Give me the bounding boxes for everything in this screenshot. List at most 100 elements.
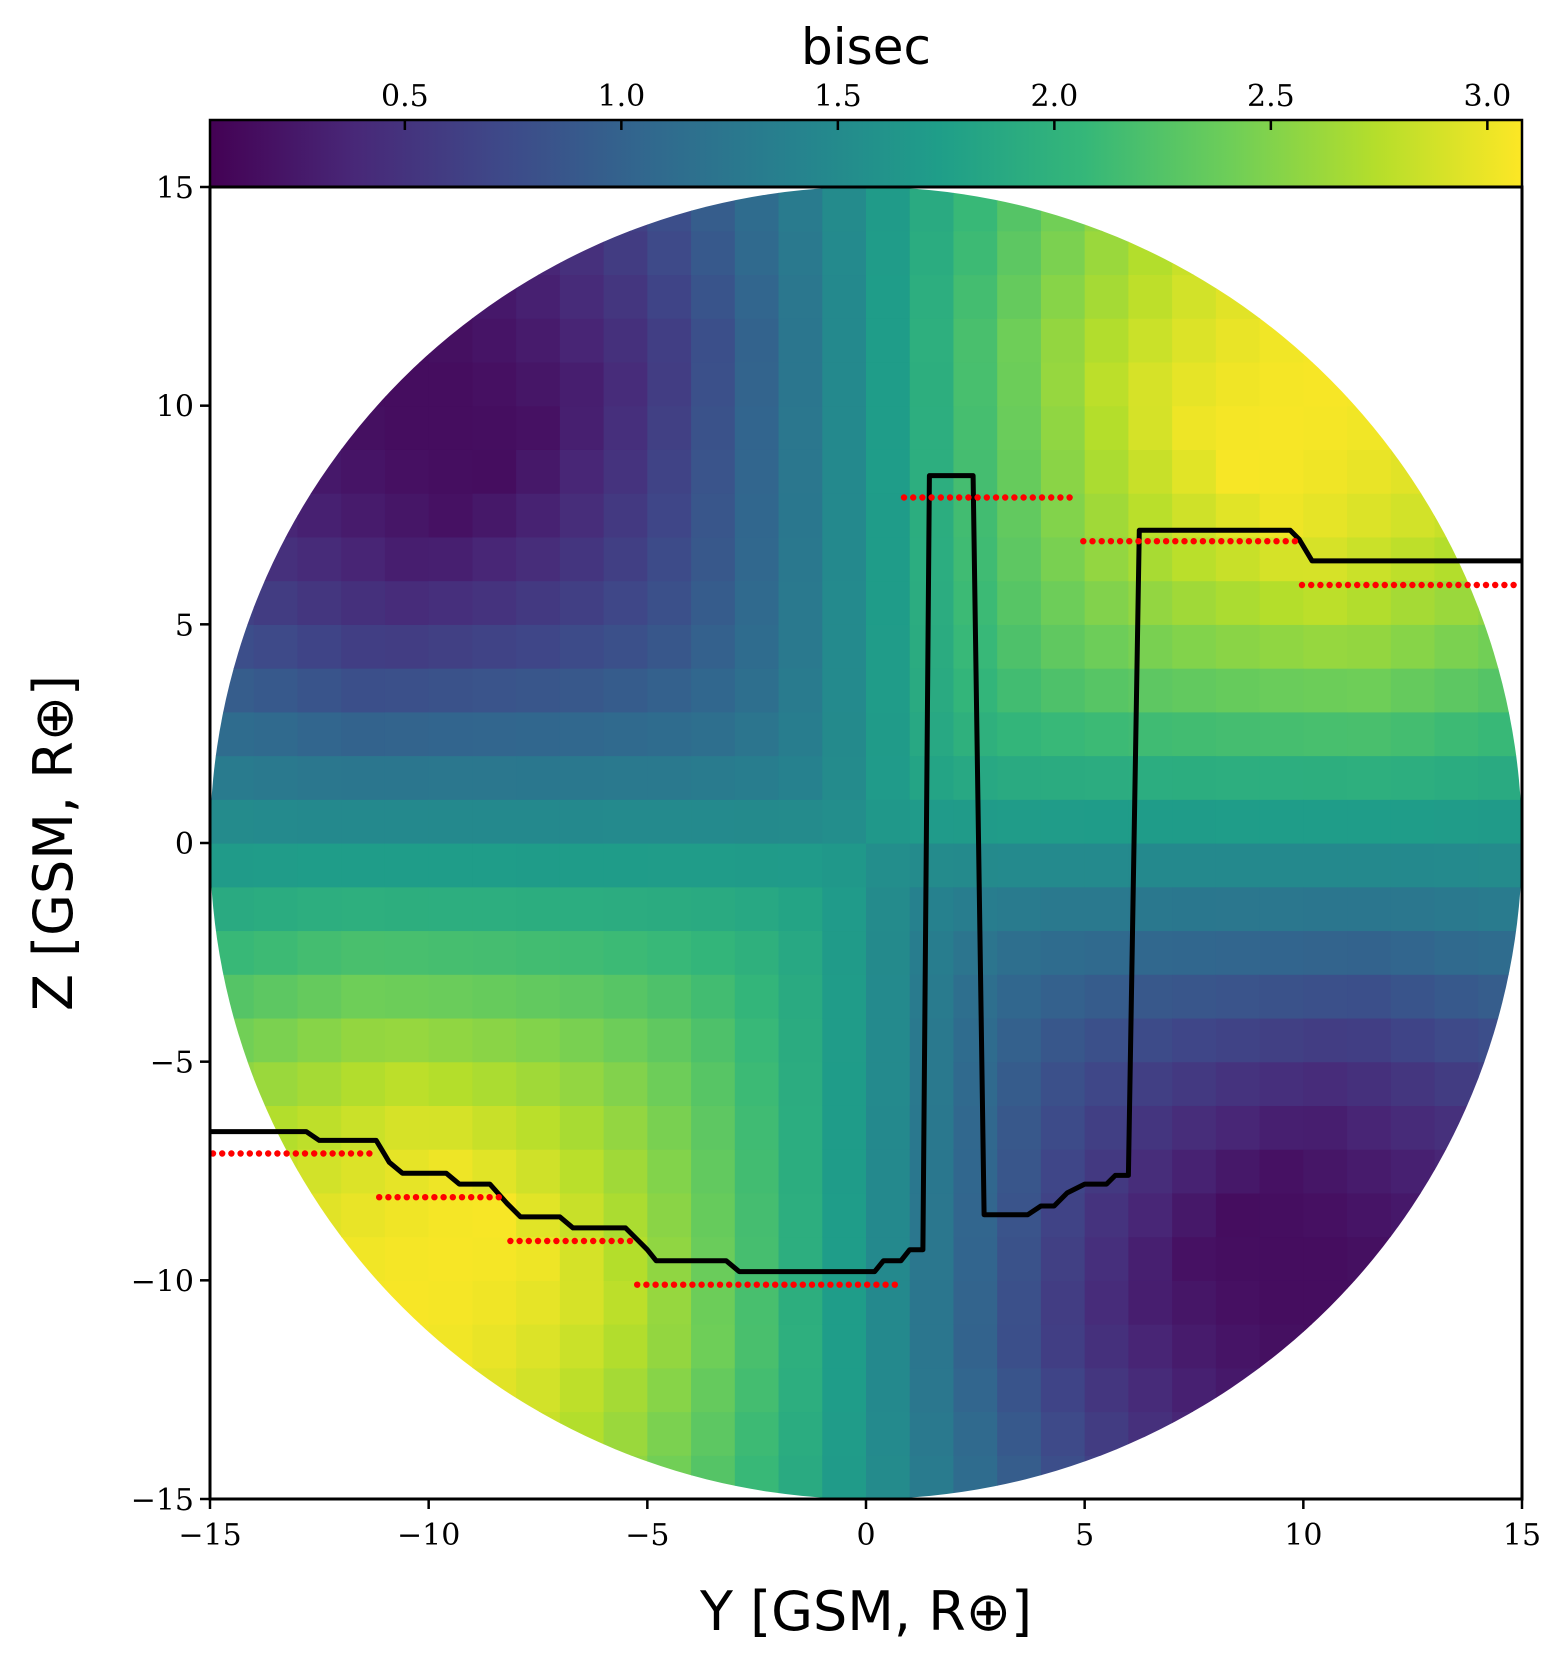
- red-dot: [845, 1281, 852, 1288]
- heatmap-cell: [516, 405, 561, 450]
- heatmap-cell: [734, 624, 780, 669]
- heatmap-cell: [778, 230, 823, 276]
- heatmap-cell: [1303, 1105, 1348, 1150]
- heatmap-cell: [647, 1149, 692, 1194]
- red-dot: [516, 1237, 523, 1245]
- red-dot: [735, 1281, 742, 1288]
- red-dot: [1344, 581, 1352, 589]
- heatmap-cell: [559, 974, 605, 1019]
- red-dot: [274, 1150, 281, 1157]
- heatmap-cell: [297, 974, 342, 1019]
- heatmap-cell: [253, 799, 299, 844]
- heatmap-cell: [1084, 230, 1129, 276]
- heatmap-cell: [384, 1061, 430, 1106]
- red-dot: [544, 1237, 551, 1245]
- red-dot: [983, 494, 990, 501]
- heatmap-cell: [691, 274, 736, 319]
- red-dot: [366, 1150, 373, 1157]
- heatmap-cell: [603, 1061, 648, 1106]
- red-dot: [1335, 581, 1343, 589]
- heatmap-cell: [472, 318, 517, 363]
- heatmap-cell: [778, 624, 823, 669]
- red-dot: [772, 1281, 779, 1288]
- red-dot: [726, 1281, 733, 1288]
- heatmap-cell: [516, 449, 561, 494]
- heatmap-cell: [603, 886, 648, 932]
- heatmap-cell: [559, 1105, 605, 1150]
- red-dot: [707, 1281, 714, 1288]
- heatmap-cell: [1303, 449, 1348, 494]
- heatmap-cell: [384, 1324, 430, 1369]
- heatmap-cell: [516, 1411, 561, 1456]
- heatmap-cell: [1303, 755, 1348, 800]
- heatmap-cell: [734, 1192, 780, 1238]
- heatmap-cell: [1215, 886, 1261, 932]
- heatmap-cell: [559, 449, 605, 494]
- heatmap-cell: [909, 711, 955, 757]
- x-tick-label: 0: [856, 1518, 875, 1553]
- heatmap-cell: [691, 930, 736, 975]
- heatmap-cell: [822, 1105, 867, 1150]
- heatmap-cell: [1259, 886, 1304, 932]
- heatmap-cell: [516, 799, 561, 844]
- heatmap-cell: [866, 1280, 911, 1325]
- heatmap-cell: [384, 318, 430, 363]
- heatmap-cell: [603, 711, 648, 757]
- red-dot: [1048, 494, 1055, 501]
- heatmap-cell: [1084, 755, 1129, 800]
- heatmap-cell: [778, 755, 823, 800]
- heatmap-cell: [909, 1192, 955, 1238]
- heatmap-cell: [559, 668, 605, 713]
- heatmap-cell: [559, 799, 605, 844]
- y-tick-label: 15: [156, 171, 194, 206]
- heatmap-cell: [1259, 1061, 1304, 1106]
- heatmap-cell: [778, 886, 823, 932]
- heatmap-cell: [1084, 187, 1129, 232]
- heatmap-cell: [341, 974, 386, 1019]
- heatmap-cell: [516, 974, 561, 1019]
- heatmap-cell: [1040, 799, 1086, 844]
- heatmap-cell: [1303, 1149, 1348, 1194]
- heatmap-cell: [1347, 361, 1392, 407]
- heatmap-cell: [1084, 1192, 1129, 1238]
- red-dot: [562, 1237, 569, 1245]
- heatmap-cell: [734, 318, 780, 363]
- heatmap-cell: [647, 886, 692, 932]
- red-dot: [608, 1237, 615, 1245]
- heatmap-cell: [1434, 1017, 1479, 1063]
- heatmap-cell: [822, 755, 867, 800]
- red-dot: [1098, 538, 1105, 545]
- red-dot: [1254, 538, 1262, 545]
- heatmap-cell: [1128, 1324, 1173, 1369]
- heatmap-cell: [341, 624, 386, 669]
- heatmap-cell: [1259, 361, 1304, 407]
- heatmap-cell: [953, 843, 998, 888]
- heatmap-cell: [384, 799, 430, 844]
- heatmap-cell: [603, 1105, 648, 1150]
- colorbar-tick-label: 2.0: [1030, 79, 1078, 114]
- heatmap-cell: [428, 580, 473, 625]
- heatmap-cell: [516, 624, 561, 669]
- heatmap-cell: [691, 755, 736, 800]
- heatmap-cell: [1215, 1192, 1261, 1238]
- red-dotted-segment: [1298, 581, 1517, 589]
- heatmap-cell: [1172, 230, 1217, 276]
- heatmap-cell: [1172, 886, 1217, 932]
- heatmap-cell: [428, 886, 473, 932]
- heatmap-cell: [472, 711, 517, 757]
- red-dot: [1057, 494, 1064, 501]
- heatmap-cell: [822, 624, 867, 669]
- heatmap-cell: [822, 1149, 867, 1194]
- heatmap-cell: [997, 1411, 1042, 1456]
- heatmap-cell: [1215, 1280, 1261, 1325]
- heatmap-cell: [297, 405, 342, 450]
- heatmap-cell: [603, 449, 648, 494]
- heatmap-cell: [997, 1280, 1042, 1325]
- heatmap-cell: [516, 1061, 561, 1106]
- heatmap-cell: [1303, 624, 1348, 669]
- heatmap-cell: [1303, 1061, 1348, 1106]
- heatmap-cell: [341, 449, 386, 494]
- heatmap-cell: [1347, 843, 1392, 888]
- heatmap-cell: [1215, 405, 1261, 450]
- red-dot: [808, 1281, 816, 1288]
